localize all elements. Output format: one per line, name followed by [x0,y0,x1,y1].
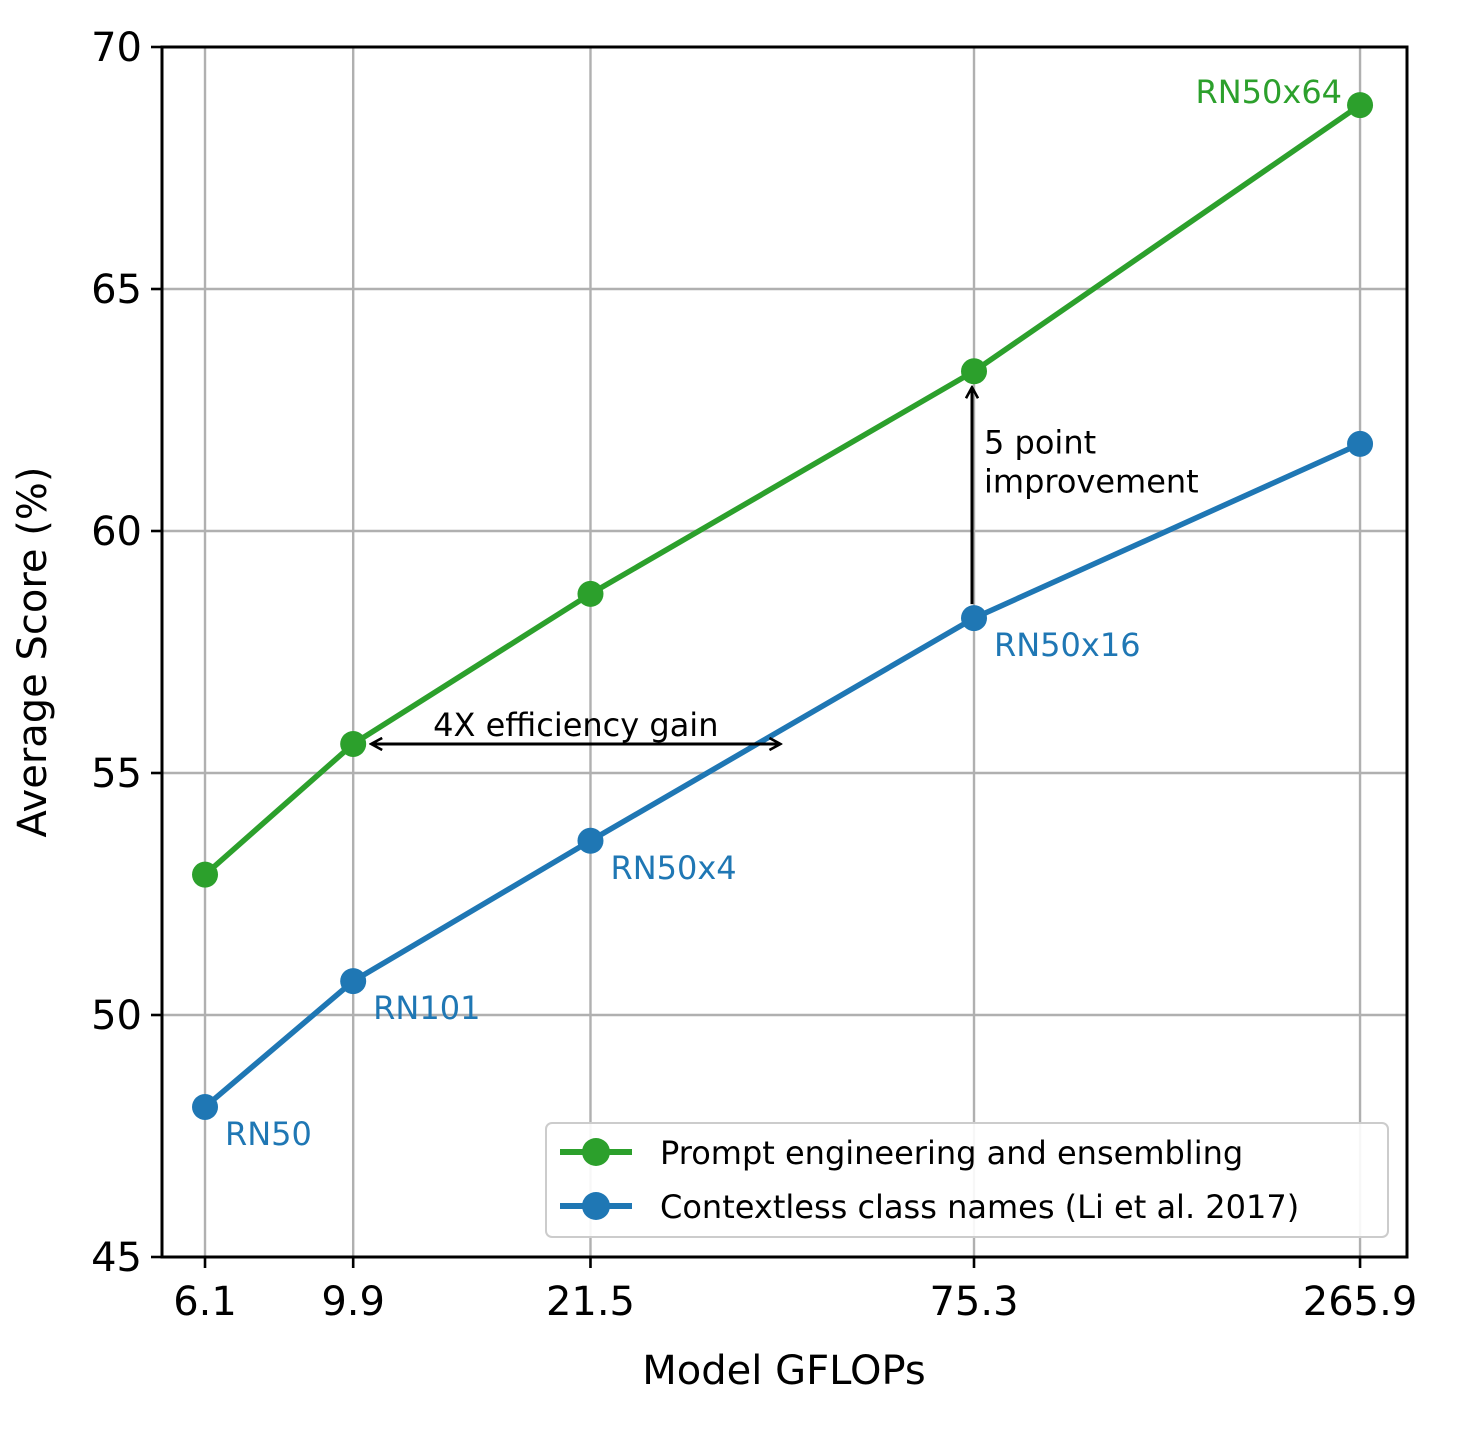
y-tick-label: 45 [91,1235,142,1281]
data-point [961,358,988,385]
point-label: RN50 [225,1115,312,1153]
legend-entry-prompt-engineering: Prompt engineering and ensembling [560,1134,1243,1172]
grid [162,45,1407,1259]
legend-swatch-marker [582,1192,610,1220]
y-axis-title: Average Score (%) [10,467,56,838]
y-tick-label: 50 [91,993,142,1039]
legend-entry-contextless-class-names: Contextless class names (Li et al. 2017) [560,1188,1299,1226]
data-point [1347,92,1374,119]
data-point [192,1093,219,1120]
y-tick-label: 70 [91,25,142,71]
point-label: RN50x4 [610,849,736,887]
data-point [340,730,367,757]
axes: 6.1 9.9 21.5 75.3 265.9 45 50 55 60 65 70 [91,25,1417,1325]
y-tick-label: 65 [91,267,142,313]
series-layer [192,92,1374,1120]
x-tick-label: 21.5 [546,1279,635,1325]
legend-swatch-marker [582,1138,610,1166]
data-point [961,605,988,632]
x-tick-label: 75.3 [929,1279,1018,1325]
point-label: RN101 [373,989,480,1027]
series-0 [192,92,1374,888]
legend: Prompt engineering and ensembling Contex… [545,1122,1389,1238]
x-tick-label: 265.9 [1303,1279,1418,1325]
x-axis-title: Model GFLOPs [642,1348,925,1394]
data-point [340,968,367,995]
improvement-annotation: improvement [984,462,1199,500]
legend-box [545,1122,1389,1238]
series-1 [192,430,1374,1120]
efficiency-annotation: 4X efficiency gain [433,706,718,744]
y-tick-label: 55 [91,751,142,797]
data-point [577,580,604,607]
data-point [1347,430,1374,457]
y-tick-label: 60 [91,509,142,555]
data-point [192,861,219,888]
improvement-annotation: 5 point [984,423,1096,461]
data-point [577,827,604,854]
point-label: RN50x64 [1195,73,1342,111]
legend-label: Prompt engineering and ensembling [660,1134,1243,1172]
x-tick-label: 6.1 [173,1279,237,1325]
plot-frame [160,45,1409,1259]
annotations: RN50 RN101 RN50x4 RN50x16 RN50x64 4X efficien… [225,73,1342,1153]
legend-label: Contextless class names (Li et al. 2017) [660,1188,1299,1226]
x-tick-label: 9.9 [321,1279,385,1325]
point-label: RN50x16 [994,626,1141,664]
